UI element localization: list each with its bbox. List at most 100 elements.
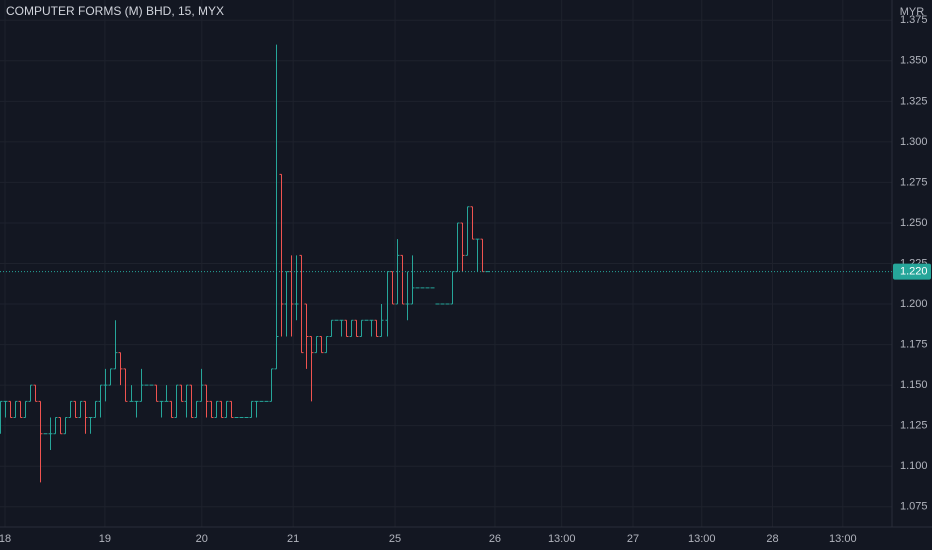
ohlc-bar [78, 400, 83, 419]
ohlc-bar [118, 352, 123, 386]
ohlc-bar [400, 254, 405, 305]
x-tick-label: 21 [287, 533, 299, 545]
ohlc-bar [204, 384, 209, 418]
y-tick-label: 1.375 [900, 14, 928, 26]
y-tick-label: 1.300 [900, 136, 928, 148]
ohlc-bar [304, 303, 309, 369]
ohlc-bar [324, 335, 329, 354]
y-tick-label: 1.250 [900, 217, 928, 229]
ohlc-bar [269, 368, 274, 402]
ohlc-bar [344, 319, 349, 337]
x-tick-label: 18 [0, 533, 11, 545]
last-price-label: 1.220 [900, 266, 928, 278]
x-tick-label: 20 [196, 533, 208, 545]
ohlc-bar [299, 254, 304, 354]
ohlc-bar [395, 239, 400, 305]
ohlc-bar [73, 400, 78, 419]
ohlc-bar [294, 255, 299, 321]
y-tick-label: 1.100 [900, 460, 928, 472]
ohlc-bar [63, 417, 68, 435]
y-tick-label: 1.200 [900, 298, 928, 310]
ohlc-bar [309, 335, 314, 402]
ohlc-bar [0, 400, 3, 434]
ohlc-bar [209, 400, 214, 419]
ohlc-bar [470, 206, 475, 240]
ohlc-bar [179, 384, 184, 402]
ohlc-bar [354, 319, 359, 337]
ohlc-bar [465, 206, 470, 256]
ohlc-bar [164, 385, 169, 402]
ohlc-bar [339, 319, 344, 337]
y-tick-label: 1.275 [900, 176, 928, 188]
ohlc-bar [174, 384, 179, 419]
ohlc-bar [13, 400, 18, 419]
ohlc-bar [274, 44, 279, 370]
ohlc-bar [113, 320, 118, 370]
ohlc-bar [23, 400, 28, 419]
ohlc-bar [405, 271, 410, 321]
ohlc-bar [374, 319, 379, 337]
ohlc-bar [194, 400, 199, 419]
ohlc-bar [329, 319, 334, 337]
ohlc-bar [214, 400, 219, 419]
x-tick-label: 26 [489, 533, 501, 545]
ohlc-bar [98, 384, 103, 418]
ohlc-bar [219, 400, 224, 419]
ohlc-bar [68, 400, 73, 419]
x-tick-label: 28 [766, 533, 778, 545]
ohlc-bar [254, 400, 259, 418]
ohlc-bar [460, 222, 465, 272]
ohlc-bar [134, 400, 139, 418]
ohlc-bar [38, 400, 43, 483]
ohlc-bar [224, 400, 229, 419]
y-tick-label: 1.125 [900, 420, 928, 432]
ohlc-bar [108, 368, 113, 386]
ohlc-bar [319, 335, 324, 354]
ohlc-bar [53, 417, 58, 435]
ohlc-bar [475, 238, 480, 272]
x-tick-label: 19 [99, 533, 111, 545]
chart-title: COMPUTER FORMS (M) BHD, 15, MYX [6, 4, 224, 18]
ohlc-bar [48, 417, 53, 450]
ohlc-bar [349, 319, 354, 337]
y-tick-label: 1.150 [900, 379, 928, 391]
x-tick-label: 25 [389, 533, 401, 545]
ohlc-bar [83, 400, 88, 434]
price-axis-unit: MYR [900, 6, 925, 18]
ohlc-bar [359, 319, 364, 337]
y-tick-label: 1.075 [900, 501, 928, 513]
ohlc-bar [314, 335, 319, 354]
x-tick-label: 13:00 [548, 533, 576, 545]
ohlc-bar [199, 368, 204, 402]
ohlc-bar [410, 255, 415, 305]
ohlc-bar [169, 400, 174, 419]
ohlc-bar [129, 385, 134, 402]
ohlc-bar [369, 319, 374, 337]
ohlc-bar [88, 417, 93, 434]
ohlc-bar [379, 304, 384, 337]
ohlc-bar [154, 384, 159, 402]
ohlc-bar [159, 400, 164, 418]
ohlc-bar [33, 384, 38, 402]
ohlc-bar [189, 384, 194, 419]
x-tick-label: 27 [627, 533, 639, 545]
y-tick-label: 1.350 [900, 55, 928, 67]
ohlc-bar [28, 384, 33, 402]
ohlc-bar [3, 400, 8, 418]
ohlc-bar [103, 368, 108, 402]
ohlc-bar [279, 173, 284, 337]
x-tick-label: 13:00 [688, 533, 716, 545]
ohlc-bar [249, 400, 254, 419]
x-tick-label: 13:00 [829, 533, 857, 545]
ohlc-bar [229, 400, 234, 419]
ohlc-bar [93, 400, 98, 419]
ohlc-bar [139, 368, 144, 402]
ohlc-bar [184, 384, 189, 418]
y-tick-label: 1.325 [900, 95, 928, 107]
ohlc-bar [58, 417, 63, 435]
grid [0, 0, 892, 527]
ohlc-bar [18, 400, 23, 419]
